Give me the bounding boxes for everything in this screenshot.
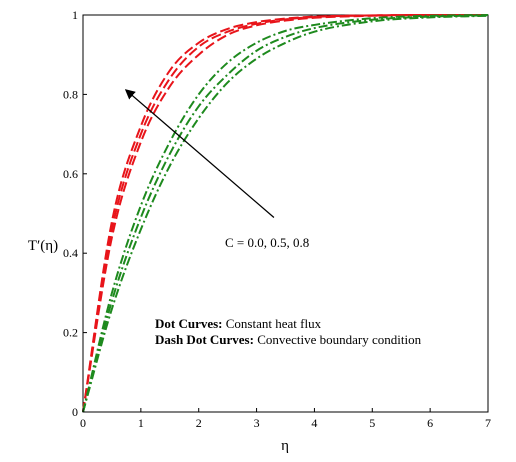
- series-layer: [82, 14, 489, 413]
- series-0-line: [82, 14, 488, 413]
- series-3-line: [82, 14, 489, 413]
- plot-area: [82, 14, 489, 413]
- legend-line-dot: Dot Curves: Constant heat flux: [155, 316, 322, 331]
- legend-dashdot-desc: Convective boundary condition: [254, 332, 422, 347]
- x-tick-label: 2: [196, 416, 202, 430]
- series-1-line: [82, 14, 488, 413]
- legend-dot-desc: Constant heat flux: [223, 316, 322, 331]
- series-5-line: [82, 14, 489, 413]
- y-axis-label: T′(η): [28, 238, 58, 254]
- x-tick-label: 3: [254, 416, 260, 430]
- y-tick-label: 0.2: [63, 326, 78, 340]
- x-tick-label: 0: [80, 416, 86, 430]
- annotation-arrow: [124, 89, 275, 218]
- x-tick-label: 5: [369, 416, 375, 430]
- y-tick-label: 0.6: [63, 167, 78, 181]
- series-2-line: [82, 14, 488, 413]
- x-tick-label: 6: [427, 416, 433, 430]
- legend-dot-title: Dot Curves:: [155, 316, 223, 331]
- x-tick-label: 1: [138, 416, 144, 430]
- series-4-line: [82, 14, 489, 413]
- legend-line-dashdot: Dash Dot Curves: Convective boundary con…: [155, 332, 422, 347]
- y-tick-label: 0.8: [63, 87, 78, 101]
- arrow-label: C = 0.0, 0.5, 0.8: [225, 235, 309, 250]
- y-tick-label: 0: [72, 405, 78, 419]
- ticks-layer: 0 1 2 3 4 5 6 7 0 0.2 0.4 0.6 0.8 1: [63, 8, 491, 430]
- x-tick-label: 4: [311, 416, 317, 430]
- x-axis-label: η: [281, 438, 289, 454]
- plot-frame: [82, 14, 489, 413]
- x-tick-label: 7: [485, 416, 491, 430]
- y-tick-label: 1: [72, 8, 78, 22]
- y-tick-label: 0.4: [63, 246, 78, 260]
- legend-dashdot-title: Dash Dot Curves:: [155, 332, 254, 347]
